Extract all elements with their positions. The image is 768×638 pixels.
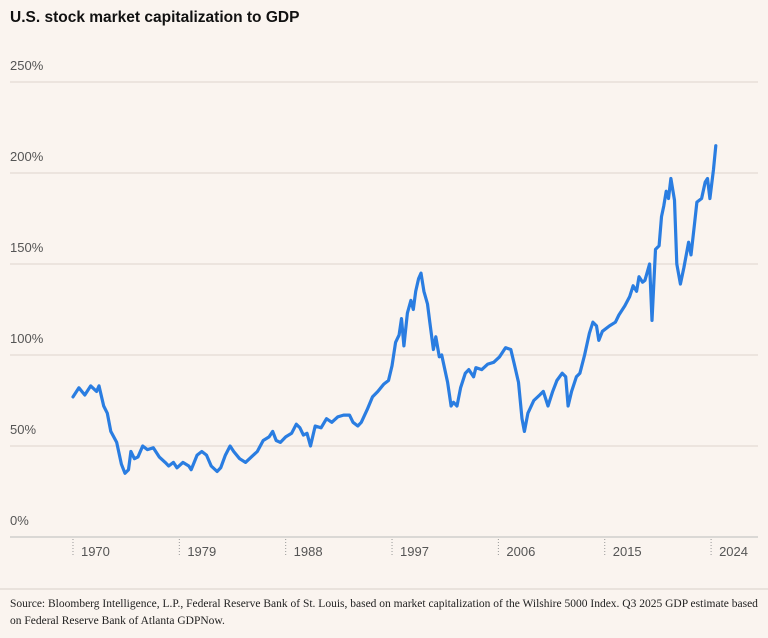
x-tick-label: 1970 — [81, 544, 110, 559]
x-tick-label: 1988 — [294, 544, 323, 559]
y-tick-label: 50% — [10, 422, 36, 437]
chart-title: U.S. stock market capitalization to GDP — [10, 9, 299, 26]
chart: U.S. stock market capitalization to GDP … — [0, 9, 768, 590]
y-tick-label: 0% — [10, 513, 29, 528]
source-note: Source: Bloomberg Intelligence, L.P., Fe… — [10, 598, 758, 627]
x-tick-label: 1979 — [187, 544, 216, 559]
x-tick-label: 2006 — [506, 544, 535, 559]
x-tick-label: 1997 — [400, 544, 429, 559]
x-tick-label: 2024 — [719, 544, 748, 559]
y-tick-label: 200% — [10, 149, 44, 164]
y-tick-label: 150% — [10, 240, 44, 255]
y-tick-label: 100% — [10, 331, 44, 346]
data-line — [71, 144, 718, 475]
y-tick-label: 250% — [10, 58, 44, 73]
x-tick-label: 2015 — [613, 544, 642, 559]
